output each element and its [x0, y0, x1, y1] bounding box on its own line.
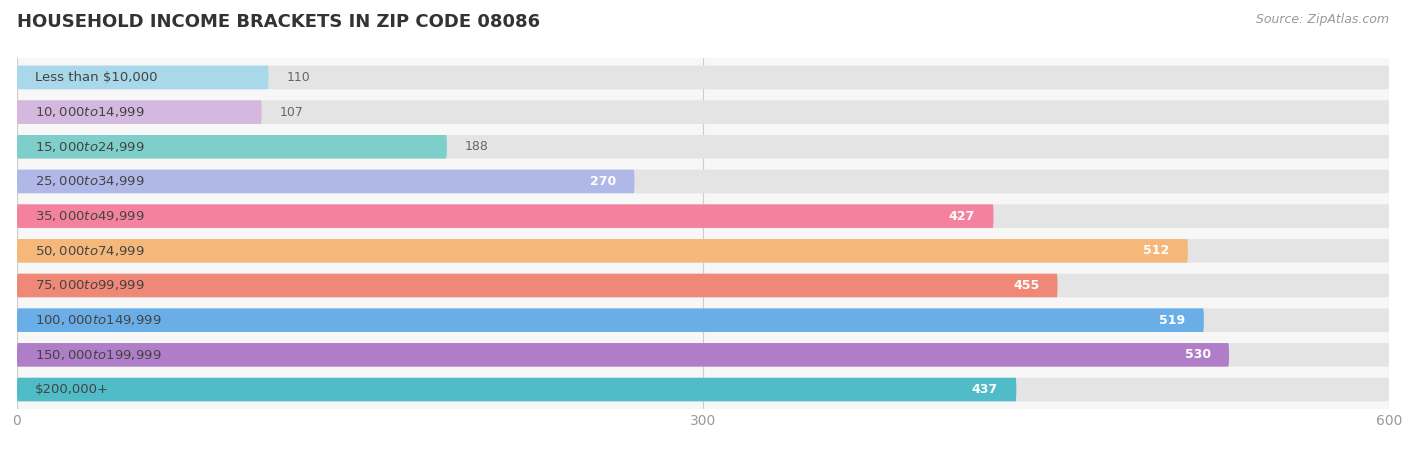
Text: 530: 530: [1185, 348, 1211, 361]
Text: 437: 437: [972, 383, 998, 396]
FancyBboxPatch shape: [17, 308, 1204, 332]
FancyBboxPatch shape: [17, 378, 1389, 401]
Text: Source: ZipAtlas.com: Source: ZipAtlas.com: [1256, 13, 1389, 26]
Text: $10,000 to $14,999: $10,000 to $14,999: [35, 105, 145, 119]
FancyBboxPatch shape: [17, 135, 1389, 158]
FancyBboxPatch shape: [17, 308, 1389, 332]
Text: $75,000 to $99,999: $75,000 to $99,999: [35, 278, 145, 292]
FancyBboxPatch shape: [17, 343, 1389, 367]
FancyBboxPatch shape: [17, 170, 1389, 193]
Text: Less than $10,000: Less than $10,000: [35, 71, 157, 84]
Text: 455: 455: [1012, 279, 1039, 292]
Text: 519: 519: [1160, 314, 1185, 327]
FancyBboxPatch shape: [17, 66, 1389, 89]
Text: 110: 110: [287, 71, 311, 84]
FancyBboxPatch shape: [17, 343, 1229, 367]
FancyBboxPatch shape: [17, 170, 634, 193]
Text: $25,000 to $34,999: $25,000 to $34,999: [35, 175, 145, 189]
FancyBboxPatch shape: [17, 204, 1389, 228]
Text: HOUSEHOLD INCOME BRACKETS IN ZIP CODE 08086: HOUSEHOLD INCOME BRACKETS IN ZIP CODE 08…: [17, 13, 540, 31]
FancyBboxPatch shape: [17, 100, 1389, 124]
Text: $150,000 to $199,999: $150,000 to $199,999: [35, 348, 162, 362]
Text: $35,000 to $49,999: $35,000 to $49,999: [35, 209, 145, 223]
Text: 270: 270: [591, 175, 616, 188]
Text: $50,000 to $74,999: $50,000 to $74,999: [35, 244, 145, 258]
Text: $15,000 to $24,999: $15,000 to $24,999: [35, 140, 145, 154]
Text: 107: 107: [280, 106, 304, 119]
FancyBboxPatch shape: [17, 274, 1389, 297]
Text: 512: 512: [1143, 244, 1170, 257]
Text: $200,000+: $200,000+: [35, 383, 110, 396]
Text: 427: 427: [949, 210, 976, 223]
FancyBboxPatch shape: [17, 274, 1057, 297]
Text: $100,000 to $149,999: $100,000 to $149,999: [35, 313, 162, 327]
FancyBboxPatch shape: [17, 100, 262, 124]
FancyBboxPatch shape: [17, 135, 447, 158]
FancyBboxPatch shape: [17, 239, 1389, 263]
FancyBboxPatch shape: [17, 204, 994, 228]
FancyBboxPatch shape: [17, 239, 1188, 263]
FancyBboxPatch shape: [17, 66, 269, 89]
Text: 188: 188: [465, 140, 489, 153]
FancyBboxPatch shape: [17, 378, 1017, 401]
